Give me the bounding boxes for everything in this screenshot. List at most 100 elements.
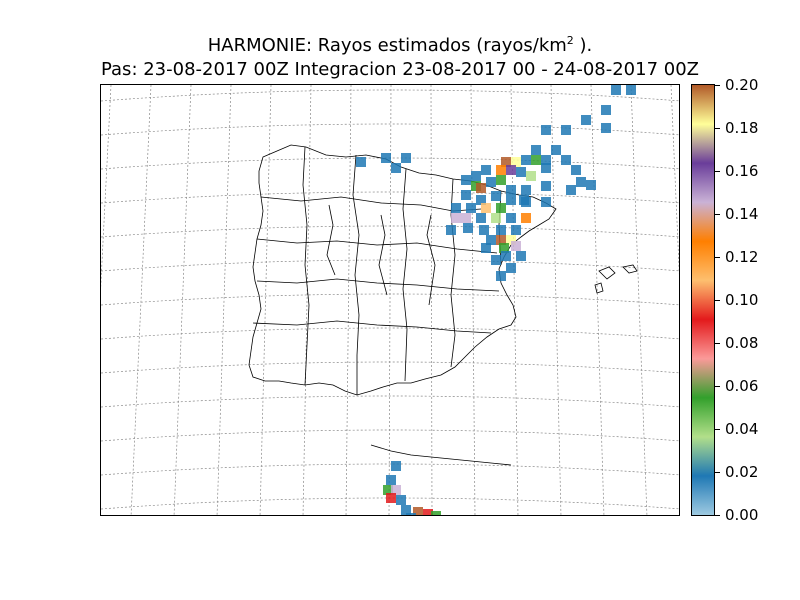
map-canvas bbox=[101, 85, 679, 515]
lightning-cell bbox=[496, 175, 506, 185]
lightning-cell bbox=[496, 165, 506, 175]
lightning-cell bbox=[521, 197, 531, 207]
colorbar bbox=[691, 84, 715, 516]
lightning-cell bbox=[461, 175, 471, 185]
lightning-cell bbox=[476, 213, 486, 223]
lightning-cell bbox=[481, 203, 491, 213]
lightning-cell bbox=[446, 225, 456, 235]
colorbar-tick-label: 0.14 bbox=[725, 205, 759, 223]
lightning-cell bbox=[496, 271, 506, 281]
lightning-cell bbox=[521, 155, 531, 165]
colorbar-tick-label: 0.06 bbox=[725, 377, 759, 395]
lightning-cell bbox=[486, 177, 496, 187]
lightning-cell bbox=[451, 203, 461, 213]
lightning-cell bbox=[356, 157, 366, 167]
colorbar-tick-label: 0.18 bbox=[725, 119, 759, 137]
map-panel bbox=[100, 84, 680, 516]
colorbar-tick-label: 0.12 bbox=[725, 248, 759, 266]
colorbar-tick bbox=[715, 257, 720, 258]
colorbar-tick bbox=[715, 214, 720, 215]
lightning-cell bbox=[451, 213, 461, 223]
lightning-cell bbox=[476, 195, 486, 205]
colorbar-tick bbox=[715, 515, 720, 516]
lightning-cell bbox=[501, 251, 511, 261]
lightning-cell bbox=[396, 495, 406, 505]
lightning-cell bbox=[496, 235, 506, 245]
lightning-cell bbox=[576, 177, 586, 187]
lightning-cell bbox=[521, 185, 531, 195]
lightning-cell bbox=[481, 243, 491, 253]
colorbar-tick bbox=[715, 386, 720, 387]
lightning-cell bbox=[531, 155, 541, 165]
lightning-cell bbox=[571, 165, 581, 175]
colorbar-tick bbox=[715, 429, 720, 430]
colorbar-tick-label: 0.20 bbox=[725, 76, 759, 94]
lightning-cell bbox=[466, 203, 476, 213]
title-superscript: 2 bbox=[566, 34, 574, 47]
lightning-cell bbox=[461, 190, 471, 200]
lightning-cell bbox=[526, 171, 536, 181]
lightning-cell bbox=[521, 213, 531, 223]
lightning-cell bbox=[586, 180, 596, 190]
lightning-cell bbox=[531, 145, 541, 155]
lightning-cell bbox=[463, 223, 473, 233]
lightning-cell bbox=[541, 125, 551, 135]
lightning-cell bbox=[501, 157, 511, 167]
lightning-cell bbox=[471, 171, 481, 181]
lightning-cell bbox=[401, 153, 411, 163]
lightning-cell bbox=[551, 145, 561, 155]
lightning-cell bbox=[383, 485, 393, 495]
lightning-cell bbox=[386, 475, 396, 485]
lightning-cell bbox=[401, 505, 411, 515]
lightning-cell bbox=[391, 461, 401, 471]
lightning-cell bbox=[431, 511, 441, 515]
lightning-cell bbox=[581, 115, 591, 125]
lightning-cell bbox=[381, 153, 391, 163]
lightning-cell bbox=[476, 183, 486, 193]
colorbar-tick-label: 0.04 bbox=[725, 420, 759, 438]
colorbar-tick-label: 0.08 bbox=[725, 334, 759, 352]
title-suffix: ). bbox=[573, 35, 593, 56]
lightning-cell bbox=[506, 263, 516, 273]
lightning-cell bbox=[516, 167, 526, 177]
lightning-cell bbox=[491, 191, 501, 201]
colorbar-tick-label: 0.10 bbox=[725, 291, 759, 309]
lightning-cell bbox=[511, 157, 521, 167]
lightning-cell bbox=[541, 155, 551, 165]
lightning-cell bbox=[413, 507, 423, 515]
lightning-cell bbox=[506, 195, 516, 205]
colorbar-tick bbox=[715, 472, 720, 473]
chart-title-line1: HARMONIE: Rayos estimados (rayos/km2 ). bbox=[0, 34, 800, 56]
lightning-cell bbox=[601, 123, 611, 133]
lightning-cell bbox=[499, 243, 509, 253]
lightning-cell bbox=[511, 225, 521, 235]
colorbar-gradient bbox=[692, 85, 714, 515]
colorbar-tick bbox=[715, 171, 720, 172]
lightning-cell bbox=[496, 203, 506, 213]
lightning-cell bbox=[611, 85, 621, 95]
colorbar-tick-label: 0.16 bbox=[725, 162, 759, 180]
lightning-cell bbox=[541, 163, 551, 173]
lightning-cell bbox=[481, 165, 491, 175]
lightning-cell bbox=[461, 213, 471, 223]
colorbar-tick-label: 0.02 bbox=[725, 463, 759, 481]
lightning-cell bbox=[626, 85, 636, 95]
lightning-cell bbox=[391, 163, 401, 173]
lightning-cell bbox=[506, 185, 516, 195]
lightning-cell bbox=[541, 197, 551, 207]
lightning-cell bbox=[541, 181, 551, 191]
lightning-cell bbox=[561, 155, 571, 165]
lightning-cell bbox=[496, 225, 506, 235]
lightning-cell bbox=[516, 251, 526, 261]
lightning-cell bbox=[479, 225, 489, 235]
lightning-cell bbox=[491, 213, 501, 223]
colorbar-tick bbox=[715, 128, 720, 129]
colorbar-tick bbox=[715, 85, 720, 86]
lightning-cell bbox=[506, 235, 516, 245]
lightning-cell bbox=[561, 125, 571, 135]
lightning-cell bbox=[386, 493, 396, 503]
chart-title-line2: Pas: 23-08-2017 00Z Integracion 23-08-20… bbox=[100, 59, 699, 80]
graticule bbox=[101, 85, 679, 515]
lightning-cell bbox=[566, 185, 576, 195]
colorbar-tick bbox=[715, 300, 720, 301]
